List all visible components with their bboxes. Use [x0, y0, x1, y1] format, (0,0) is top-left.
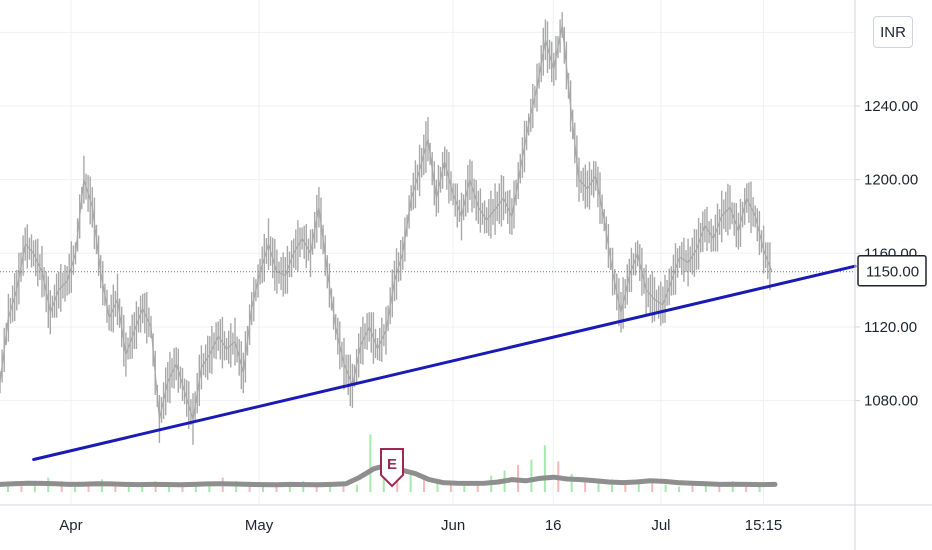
volume-bar — [597, 481, 600, 492]
volume-bar — [114, 483, 117, 492]
x-tick-label: 16 — [545, 517, 562, 534]
volume-bar — [543, 445, 546, 492]
volume-bar — [127, 486, 130, 492]
last-price-label: 1150.00 — [866, 264, 919, 281]
volume-bar — [60, 481, 63, 492]
y-tick-label: 1080.00 — [864, 393, 918, 410]
volume-bar — [168, 484, 171, 492]
volume-bar — [208, 484, 211, 492]
volume-bar — [33, 484, 36, 492]
volume-bar — [329, 486, 332, 492]
x-tick-label: Apr — [59, 517, 82, 534]
volume-bar — [262, 484, 264, 492]
earnings-marker-label: E — [387, 456, 397, 473]
volume-bar — [610, 479, 613, 492]
volume-bar — [436, 481, 439, 492]
volume-bar — [637, 481, 640, 492]
last-price-badge — [857, 254, 927, 287]
volume-bar — [248, 483, 251, 492]
volume-bar — [141, 484, 144, 492]
volume-bar — [20, 483, 23, 492]
volume-bar — [745, 483, 748, 492]
x-tick-label: May — [245, 517, 274, 534]
volume-bar — [476, 481, 479, 492]
volume-bar — [181, 486, 184, 492]
volume-bar — [449, 483, 452, 492]
x-tick-label: 15:15 — [745, 517, 783, 534]
x-tick-label: Jun — [441, 517, 465, 534]
volume-bar — [315, 484, 318, 492]
volume-bar — [691, 483, 694, 492]
volume-bar — [624, 483, 627, 492]
volume-bar — [664, 484, 667, 492]
volume-bar — [651, 483, 654, 492]
volume-bar — [288, 483, 291, 492]
trendline-layer[interactable] — [32, 264, 857, 461]
last-price-label-group: 1150.00 — [857, 254, 927, 287]
volume-bar — [678, 486, 681, 492]
volume-bar — [463, 484, 466, 492]
y-tick-label: 1240.00 — [864, 98, 918, 115]
volume-bar — [74, 486, 77, 492]
currency-badge[interactable]: INR — [873, 16, 913, 48]
price-line — [0, 24, 773, 420]
trendline[interactable] — [32, 264, 857, 461]
volume-bar — [235, 481, 238, 492]
price-series — [0, 12, 855, 445]
earnings-layer[interactable]: E — [380, 448, 404, 488]
volume-bar — [87, 484, 90, 492]
volume-bar — [704, 484, 707, 492]
volume-bar — [369, 434, 372, 492]
volume-bar — [275, 486, 278, 492]
volume-bar — [342, 483, 345, 492]
volume-bar — [423, 477, 426, 492]
volume-bar — [194, 483, 197, 492]
volume-bar — [584, 477, 587, 492]
volume-bar — [758, 484, 761, 492]
volume-bar — [355, 484, 358, 492]
chart-grid — [0, 0, 855, 505]
y-tick-label: 1120.00 — [864, 319, 917, 336]
volume-bar — [530, 459, 533, 492]
y-tick-label: 1200.00 — [864, 172, 918, 189]
volume-bar — [409, 474, 412, 492]
volume-bar — [570, 474, 573, 492]
x-tick-label: Jul — [651, 517, 670, 534]
volume-bar — [718, 486, 721, 492]
earnings-marker[interactable] — [380, 448, 404, 488]
volume-bar — [7, 486, 9, 492]
